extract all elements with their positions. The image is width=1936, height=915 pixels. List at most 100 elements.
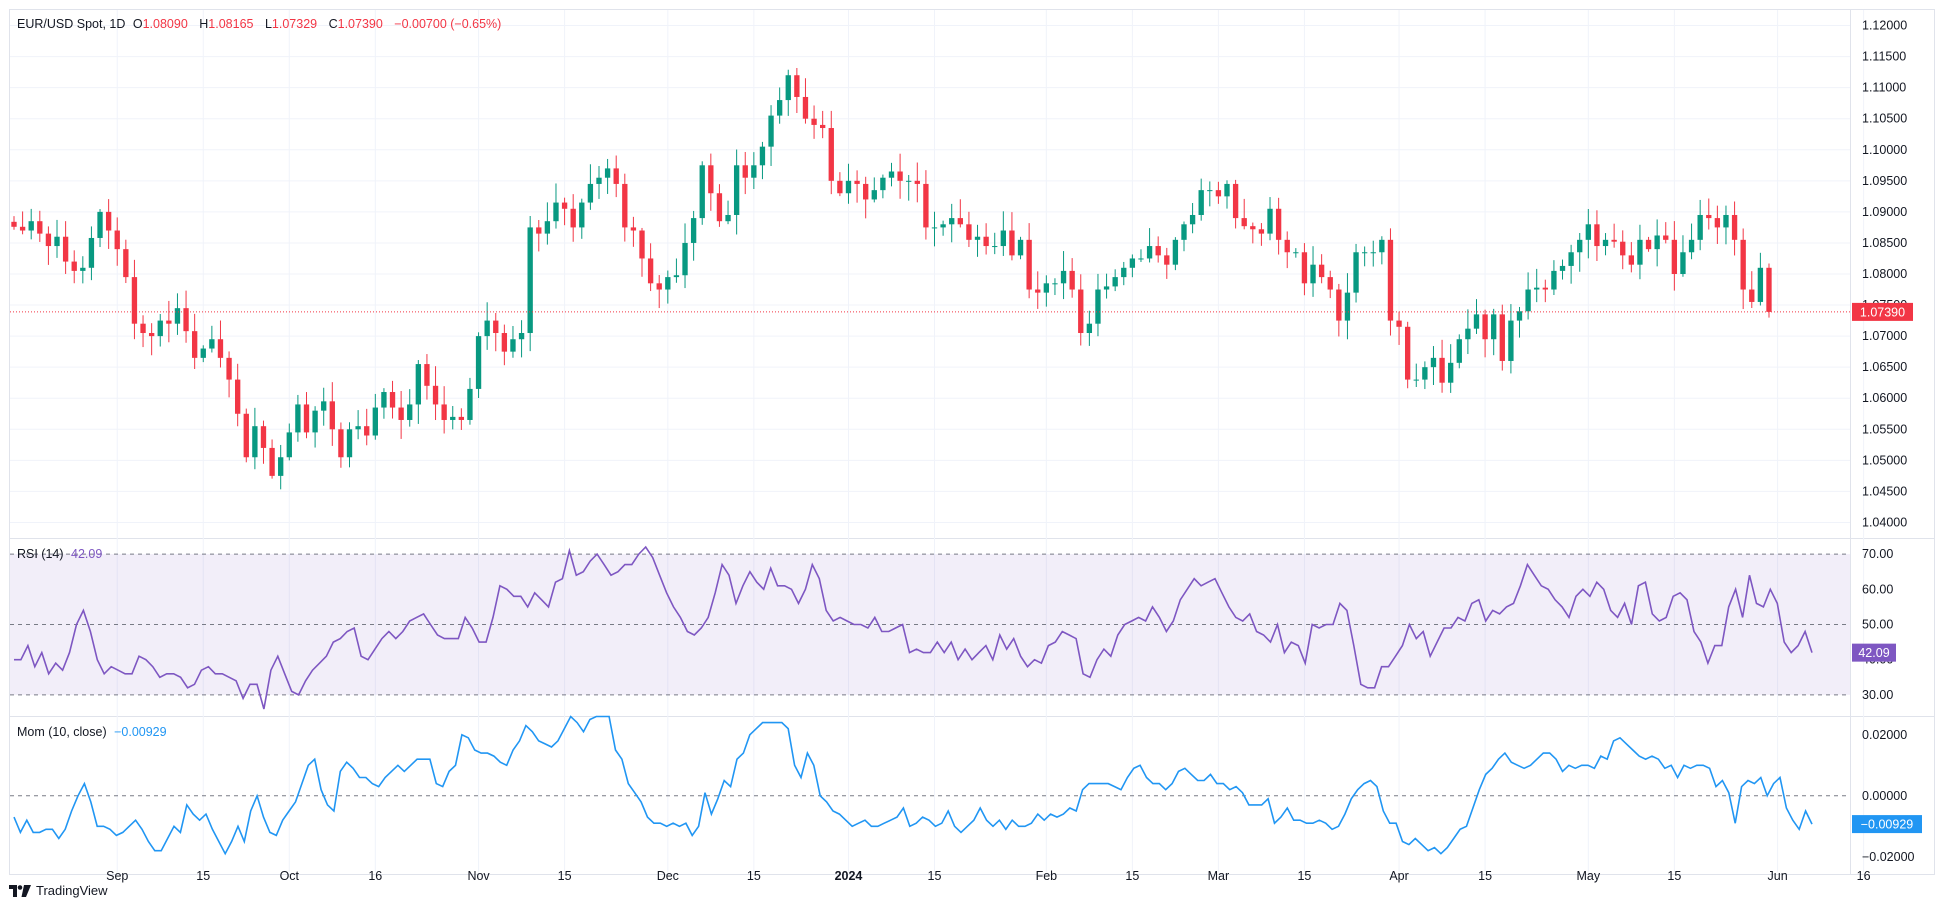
candle-body [1473, 314, 1480, 329]
x-tick-label: 15 [1667, 869, 1681, 883]
candle-body [604, 168, 611, 178]
candle-body [828, 128, 834, 181]
candle-body [226, 357, 232, 380]
candle-body [114, 230, 120, 250]
rsi-tick-label: 30.00 [1862, 688, 1893, 702]
rsi-legend: RSI (14) 42.09 [17, 547, 106, 561]
candle-body [1353, 252, 1359, 293]
brand-name: TradingView [36, 883, 108, 898]
candle-body [1103, 286, 1110, 290]
candle-body [974, 236, 981, 240]
candle-body [1430, 357, 1437, 368]
candle-body [845, 180, 852, 194]
candle-body [751, 165, 757, 178]
candle-body [1534, 287, 1540, 290]
momentum-label: Mom (10, close) [17, 725, 107, 739]
candle-body [716, 193, 723, 222]
candle-body [1697, 214, 1703, 240]
candle-body [1465, 328, 1471, 340]
candle-body [286, 432, 292, 458]
candle-body [1327, 277, 1333, 290]
candle-body [656, 283, 662, 290]
candle-body [1043, 283, 1050, 293]
candle-body [1189, 214, 1196, 225]
candle-body [785, 75, 791, 101]
rsi-value: 42.09 [71, 547, 103, 561]
momentum-value: −0.00929 [114, 725, 167, 739]
candle-body [742, 165, 748, 178]
low-label: L [264, 17, 272, 31]
candle-body [880, 177, 886, 191]
candle-body [1241, 218, 1247, 227]
candle-body [295, 404, 301, 433]
x-tick-label: Nov [467, 869, 490, 883]
candle-body [1232, 183, 1239, 219]
x-tick-label: 15 [928, 869, 942, 883]
candle-body [1370, 252, 1376, 254]
candle-body [1749, 289, 1755, 302]
candle-body [1740, 239, 1746, 290]
x-tick-label: 15 [1297, 869, 1311, 883]
price-tick-label: 1.09500 [1862, 174, 1907, 188]
price-tick-label: 1.12000 [1862, 19, 1907, 33]
candle-body [1611, 239, 1617, 242]
tradingview-logo[interactable]: TradingView [9, 883, 108, 898]
candle-body [209, 339, 215, 349]
candle-body [71, 261, 77, 271]
candle-body [1164, 255, 1170, 265]
candle-body [579, 202, 585, 228]
candle-body [527, 227, 533, 334]
candle-body [432, 385, 439, 405]
candle-body [1207, 190, 1213, 192]
candle-body [639, 230, 645, 259]
candle-body [97, 211, 103, 238]
candle-body [501, 333, 508, 352]
candle-body [166, 320, 172, 324]
rsi-tick-label: 70.00 [1862, 547, 1893, 561]
candle-body [708, 165, 714, 194]
candle-body [1628, 255, 1635, 265]
candle-body [1000, 230, 1006, 247]
candle-body [11, 221, 17, 227]
candle-body [1482, 314, 1488, 340]
candle-body [1258, 229, 1265, 234]
candle-body [1284, 239, 1290, 253]
close-value: 1.07390 [337, 17, 383, 31]
momentum-line [13, 715, 1813, 856]
candle-body [415, 364, 422, 405]
candle-body [346, 429, 353, 458]
candle-body [1542, 287, 1548, 290]
candle-body [1069, 270, 1075, 290]
candle-body [1585, 224, 1591, 240]
candle-body [424, 364, 430, 386]
candle-body [1250, 226, 1256, 230]
candle-body [1379, 239, 1385, 253]
candle-body [1035, 289, 1041, 293]
candle-body [1525, 289, 1531, 312]
candle-body [243, 413, 249, 458]
candle-body [1318, 264, 1325, 278]
candle-body [1146, 246, 1153, 259]
price-tick-label: 1.05000 [1862, 453, 1907, 467]
x-tick-label: Feb [1036, 869, 1058, 883]
candle-body [1731, 214, 1738, 240]
candle-body [1602, 239, 1609, 247]
candle-body [1706, 214, 1712, 219]
rsi-last-badge [1852, 643, 1896, 662]
last-price-label: 1.07390 [1860, 305, 1905, 319]
candle-body [1009, 230, 1015, 256]
change-value: −0.00700 (−0.65%) [394, 17, 502, 31]
candle-body [1310, 264, 1316, 284]
candle-body [1404, 326, 1411, 380]
candle-body [1361, 252, 1368, 254]
candle-body [140, 323, 146, 334]
candle-body [570, 208, 576, 228]
candle-body [1026, 239, 1032, 290]
candle-body [1671, 239, 1678, 274]
price-tick-label: 1.06000 [1862, 391, 1907, 405]
candle-body [269, 447, 275, 476]
candle-body [1766, 267, 1772, 312]
price-tick-label: 1.05500 [1862, 422, 1907, 436]
candle-body [811, 118, 817, 125]
